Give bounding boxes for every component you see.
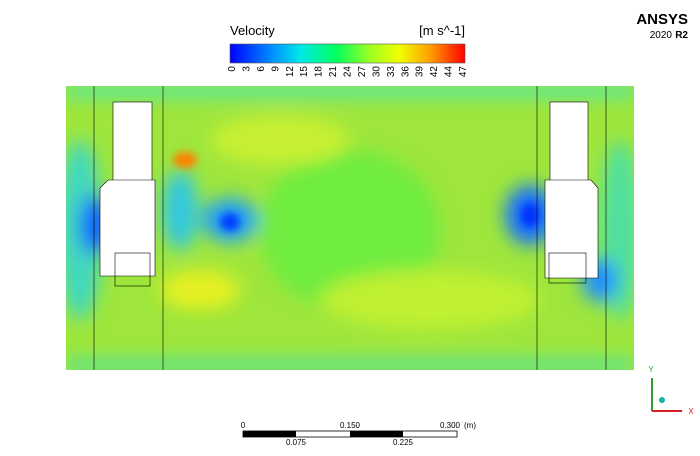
scale-bar <box>242 430 458 438</box>
colorbar <box>229 43 466 64</box>
legend-tick-label: 30 <box>371 66 382 78</box>
legend-unit: [m s^-1] <box>419 23 465 38</box>
legend-tick-label: 42 <box>429 66 440 78</box>
legend-tick-label: 36 <box>400 66 411 78</box>
scale-label: 0.300 <box>440 421 461 430</box>
legend-tick-label: 12 <box>285 66 296 78</box>
scale-label: 0.225 <box>393 438 414 447</box>
legend-tick-label: 39 <box>415 66 426 78</box>
legend-tick-label: 6 <box>256 66 267 72</box>
legend-tick-label: 24 <box>343 66 354 78</box>
legend-tick-label: 47 <box>458 66 469 78</box>
legend-tick-label: 21 <box>328 66 339 78</box>
scale-unit: (m) <box>464 421 476 430</box>
brand-release: R2 <box>675 30 688 41</box>
brand-name: ANSYS <box>636 11 688 28</box>
scale-label: 0.150 <box>340 421 361 430</box>
legend-title: Velocity <box>230 23 275 38</box>
triad-label: Y <box>648 365 654 374</box>
legend-tick-label: 0 <box>227 66 238 72</box>
legend-tick-label: 27 <box>357 66 368 78</box>
legend-tick-label: 15 <box>299 66 310 78</box>
legend-tick-label: 9 <box>270 66 281 72</box>
legend-tick-label: 3 <box>241 66 252 72</box>
brand-version: 2020 <box>650 30 673 41</box>
legend-tick-label: 18 <box>314 66 325 78</box>
contour-field <box>66 86 634 370</box>
axis-triad <box>651 378 682 412</box>
triad-label: X <box>688 407 694 416</box>
legend-tick-label: 33 <box>386 66 397 78</box>
legend-tick-label: 44 <box>444 66 455 78</box>
scale-label: 0.075 <box>286 438 307 447</box>
scale-label: 0 <box>241 421 246 430</box>
